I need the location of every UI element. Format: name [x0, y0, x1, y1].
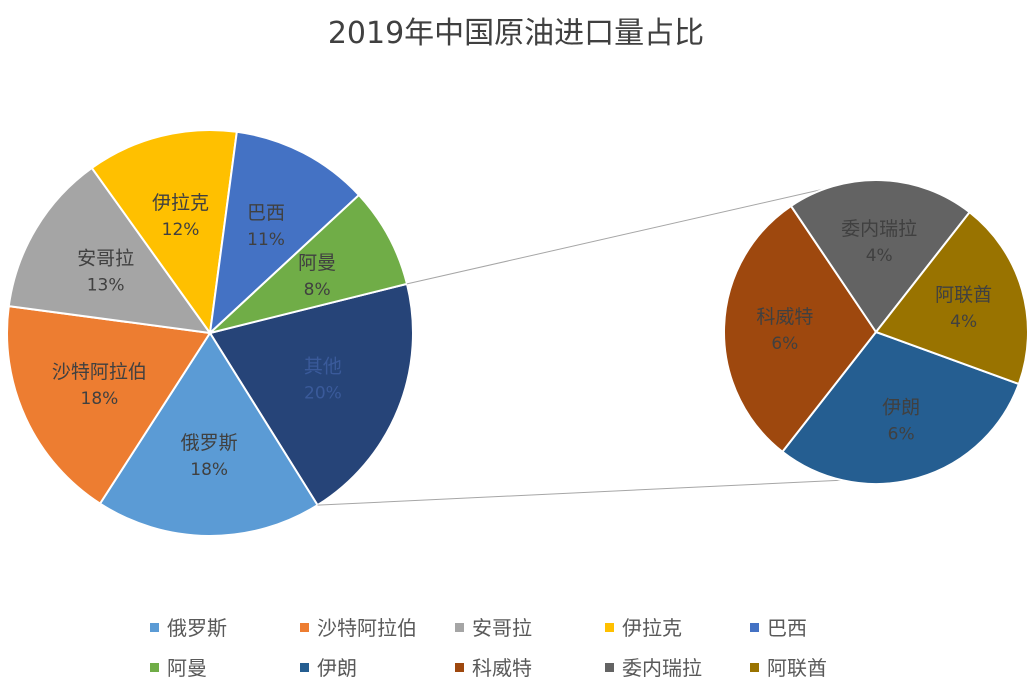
slice-label-6: 伊朗 — [882, 397, 920, 419]
slice-other — [208, 282, 414, 507]
legend-label-6: 伊朗 — [317, 656, 357, 680]
legend-item-9: 阿联酋 — [750, 652, 827, 681]
legend-label-8: 委内瑞拉 — [622, 656, 702, 680]
legend-swatch-9 — [750, 663, 759, 672]
legend-swatch-7 — [455, 663, 464, 672]
slice-label-4: 巴西 — [247, 202, 285, 224]
legend-swatch-6 — [300, 663, 309, 672]
slice-2 — [7, 166, 213, 335]
slice-3 — [90, 129, 238, 336]
slice-9 — [874, 210, 1029, 386]
connector-line-top — [406, 183, 847, 285]
legend-label-0: 俄罗斯 — [167, 616, 227, 640]
legend-swatch-5 — [150, 663, 159, 672]
legend-item-1: 沙特阿拉伯 — [300, 612, 417, 641]
legend-swatch-2 — [455, 623, 464, 632]
slice-label-2: 安哥拉 — [77, 247, 134, 269]
slice-label-3: 伊拉克 — [152, 192, 209, 214]
slice-value-6: 6% — [888, 425, 915, 445]
connector-lines — [317, 183, 847, 506]
slice-label-8: 委内瑞拉 — [841, 218, 917, 240]
legend-item-4: 巴西 — [750, 612, 807, 641]
main-pie: 其他 20% 俄罗斯 18% 沙特阿拉伯 18% 安哥拉 13% 伊拉克 12% 巴西 11% 阿曼 8% — [6, 129, 414, 537]
slice-5 — [209, 193, 409, 334]
slice-value-9: 4% — [950, 312, 977, 332]
slice-value-7: 6% — [771, 334, 798, 354]
legend-label-5: 阿曼 — [167, 656, 207, 680]
legend-item-0: 俄罗斯 — [150, 612, 227, 641]
slice-value-8: 4% — [866, 246, 893, 266]
legend-label-4: 巴西 — [767, 616, 807, 640]
secondary-pie: 伊朗 6% 科威特 6% 委内瑞拉 4% 阿联酋 4% — [723, 179, 1029, 485]
legend-item-7: 科威特 — [455, 652, 532, 681]
legend-label-2: 安哥拉 — [472, 616, 532, 640]
slice-label-1: 沙特阿拉伯 — [52, 361, 147, 383]
legend-label-1: 沙特阿拉伯 — [317, 616, 417, 640]
slice-0 — [98, 331, 319, 537]
slice-label-5: 阿曼 — [298, 252, 336, 274]
legend-swatch-4 — [750, 623, 759, 632]
legend-item-3: 伊拉克 — [605, 612, 682, 641]
slice-value-other: 20% — [304, 384, 342, 404]
slice-value-0: 18% — [190, 460, 228, 480]
slice-value-2: 13% — [87, 275, 125, 295]
legend-swatch-1 — [300, 623, 309, 632]
slice-6 — [781, 330, 1021, 485]
legend-swatch-8 — [605, 663, 614, 672]
legend-label-7: 科威特 — [472, 656, 532, 680]
slice-4 — [208, 130, 361, 336]
slice-7 — [723, 204, 878, 454]
slice-value-1: 18% — [81, 389, 119, 409]
slice-8 — [789, 179, 971, 334]
slice-label-0: 俄罗斯 — [181, 432, 238, 454]
chart-title: 2019年中国原油进口量占比 — [327, 16, 705, 51]
legend-swatch-3 — [605, 623, 614, 632]
legend-swatch-0 — [150, 623, 159, 632]
slice-value-4: 11% — [247, 230, 285, 250]
legend-item-5: 阿曼 — [150, 652, 207, 681]
connector-line-bottom — [317, 479, 847, 506]
slice-value-3: 12% — [162, 220, 200, 240]
slice-label-9: 阿联酋 — [935, 284, 992, 306]
legend-item-8: 委内瑞拉 — [605, 652, 702, 681]
legend-item-2: 安哥拉 — [455, 612, 532, 641]
legend-label-3: 伊拉克 — [622, 616, 682, 640]
slice-value-5: 8% — [304, 280, 331, 300]
slice-label-7: 科威特 — [756, 306, 813, 328]
slice-label-other: 其他 — [304, 356, 342, 378]
legend-label-9: 阿联酋 — [767, 656, 827, 680]
slice-1 — [6, 305, 212, 506]
legend-item-6: 伊朗 — [300, 652, 357, 681]
